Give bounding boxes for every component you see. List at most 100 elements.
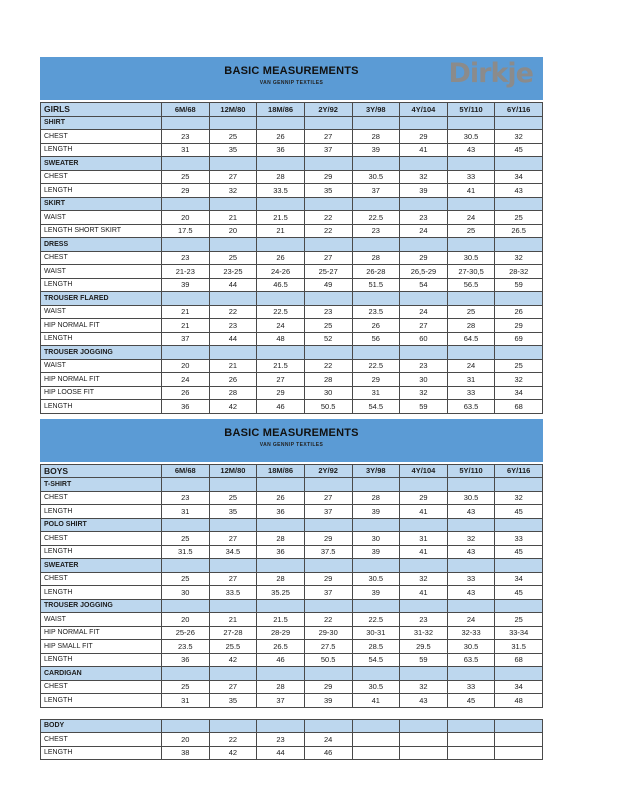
measurement-value-cell: 33 xyxy=(446,571,496,586)
measurement-value-cell: 46 xyxy=(303,745,353,760)
measurement-value-cell: 31 xyxy=(161,504,210,519)
size-column-header: 6Y/116 xyxy=(494,102,543,117)
section-name-cell: TROUSER JOGGING xyxy=(40,598,162,613)
section-empty-cell xyxy=(446,517,496,532)
measurement-value-cell: 36 xyxy=(161,399,210,414)
section-empty-cell xyxy=(494,291,543,306)
measurement-value-cell: 22.5 xyxy=(351,612,401,627)
measurement-value-cell: 41 xyxy=(399,504,448,519)
section-name-cell: T-SHIRT xyxy=(40,477,162,492)
girls-measurements-table: GIRLS 6M/68 12M/80 18M/86 2Y/92 3Y/98 4Y/104 5Y… xyxy=(40,102,543,414)
measurement-value-cell: 24-26 xyxy=(256,264,305,279)
section-empty-cell xyxy=(494,196,543,211)
measurement-value-cell: 34 xyxy=(494,169,543,184)
measurement-value-cell: 46.5 xyxy=(256,277,305,292)
measurement-label-cell: CHEST xyxy=(40,129,162,144)
measurement-value-cell: 30.5 xyxy=(351,169,401,184)
measurement-value-cell: 29 xyxy=(256,385,305,400)
measurement-value-cell: 35 xyxy=(208,693,258,708)
measurement-value-cell: 21 xyxy=(161,304,210,319)
measurement-label-cell: LENGTH xyxy=(40,585,162,600)
section-header-row: SHIRT xyxy=(40,115,543,130)
measurement-value-cell: 41 xyxy=(399,142,448,157)
measurement-row: CHEST 25 27 28 29 30 31 32 33 xyxy=(40,531,543,546)
section-empty-cell xyxy=(256,598,305,613)
section-empty-cell xyxy=(161,196,210,211)
measurement-value-cell: 24 xyxy=(256,318,305,333)
section-empty-cell xyxy=(208,196,258,211)
measurement-value-cell: 23 xyxy=(256,732,305,747)
measurement-row: LENGTH 31 35 37 39 41 43 45 48 xyxy=(40,693,543,708)
section-empty-cell xyxy=(208,237,258,252)
section-name-cell: TROUSER FLARED xyxy=(40,291,162,306)
measurement-value-cell: 35.25 xyxy=(256,585,305,600)
measurement-label-cell: WAIST xyxy=(40,304,162,319)
section-empty-cell xyxy=(303,291,353,306)
measurement-value-cell: 23 xyxy=(399,358,448,373)
measurement-row: LENGTH 29 32 33.5 35 37 39 41 43 xyxy=(40,183,543,198)
section-empty-cell xyxy=(399,345,448,360)
measurement-value-cell: 27-30,5 xyxy=(446,264,496,279)
measurement-value-cell: 31.5 xyxy=(494,639,543,654)
measurement-value-cell: 33-34 xyxy=(494,625,543,640)
section-empty-cell xyxy=(161,666,210,681)
measurement-value-cell: 28-32 xyxy=(494,264,543,279)
measurement-value-cell: 23 xyxy=(208,318,258,333)
section-empty-cell xyxy=(256,666,305,681)
section-empty-cell xyxy=(303,666,353,681)
measurement-row: LENGTH 31 35 36 37 39 41 43 45 xyxy=(40,504,543,519)
measurement-value-cell xyxy=(446,745,496,760)
measurement-value-cell: 26-28 xyxy=(351,264,401,279)
measurement-value-cell: 20 xyxy=(161,612,210,627)
measurement-value-cell: 30.5 xyxy=(446,250,496,265)
section-header-row: SWEATER xyxy=(40,558,543,573)
band-subtitle: VAN GENNIP TEXTILES xyxy=(259,441,324,448)
measurement-value-cell: 27 xyxy=(399,318,448,333)
measurement-value-cell: 29 xyxy=(303,571,353,586)
measurement-value-cell: 32-33 xyxy=(446,625,496,640)
measurement-row: CHEST 23 25 26 27 28 29 30.5 32 xyxy=(40,129,543,144)
measurement-value-cell: 29 xyxy=(303,679,353,694)
measurement-value-cell: 25 xyxy=(494,210,543,225)
measurement-value-cell: 28-29 xyxy=(256,625,305,640)
section-empty-cell xyxy=(208,718,258,733)
section-empty-cell xyxy=(256,291,305,306)
section-empty-cell xyxy=(494,598,543,613)
measurement-value-cell: 28 xyxy=(446,318,496,333)
section-header-row: SKIRT xyxy=(40,196,543,211)
size-column-header: 18M/86 xyxy=(256,463,305,478)
measurement-row: WAIST 20 21 21.5 22 22.5 23 24 25 xyxy=(40,612,543,627)
measurement-value-cell: 20 xyxy=(161,358,210,373)
measurement-value-cell: 28 xyxy=(351,250,401,265)
measurement-value-cell: 22 xyxy=(208,732,258,747)
size-column-header: 4Y/104 xyxy=(399,463,448,478)
measurement-value-cell: 27 xyxy=(303,250,353,265)
section-empty-cell xyxy=(351,517,401,532)
boys-header-band: BASIC MEASUREMENTS VAN GENNIP TEXTILES xyxy=(40,418,543,462)
measurement-value-cell: 32 xyxy=(399,385,448,400)
measurement-value-cell: 30 xyxy=(161,585,210,600)
measurement-value-cell: 33.5 xyxy=(256,183,305,198)
size-column-header: 5Y/110 xyxy=(446,102,496,117)
measurement-value-cell: 27 xyxy=(303,490,353,505)
measurement-value-cell: 24 xyxy=(446,210,496,225)
measurement-value-cell: 22 xyxy=(208,304,258,319)
measurement-row: CHEST 25 27 28 29 30.5 32 33 34 xyxy=(40,571,543,586)
section-name-cell: POLO SHIRT xyxy=(40,517,162,532)
measurement-value-cell: 22.5 xyxy=(351,210,401,225)
measurement-value-cell: 29 xyxy=(494,318,543,333)
section-empty-cell xyxy=(208,291,258,306)
measurement-row: CHEST 23 25 26 27 28 29 30.5 32 xyxy=(40,250,543,265)
measurement-value-cell: 20 xyxy=(161,210,210,225)
measurement-value-cell: 25 xyxy=(446,304,496,319)
measurement-value-cell xyxy=(494,745,543,760)
section-empty-cell xyxy=(399,558,448,573)
measurement-value-cell: 34 xyxy=(494,679,543,694)
measurement-value-cell: 26 xyxy=(161,385,210,400)
measurement-value-cell: 28 xyxy=(303,372,353,387)
measurement-row: HIP NORMAL FIT 21 23 24 25 26 27 28 29 xyxy=(40,318,543,333)
boys-block: BASIC MEASUREMENTS VAN GENNIP TEXTILES B… xyxy=(40,418,543,708)
section-empty-cell xyxy=(351,598,401,613)
section-name-cell: SWEATER xyxy=(40,558,162,573)
measurement-value-cell: 23.5 xyxy=(161,639,210,654)
